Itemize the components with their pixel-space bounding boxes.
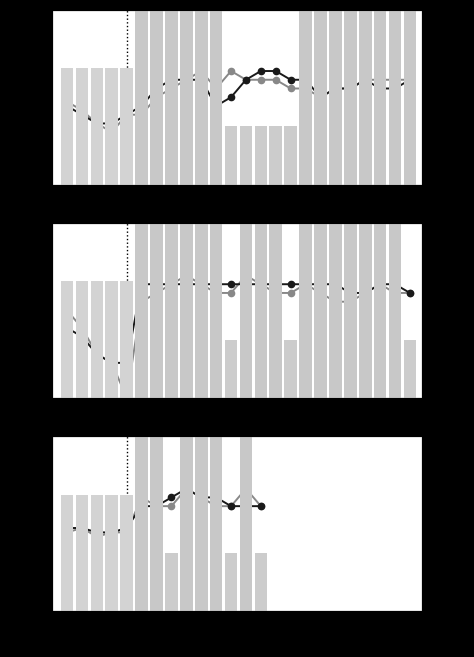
Bar [210, 10, 222, 185]
Bar [165, 10, 178, 185]
Bar [135, 223, 148, 397]
Bar [120, 495, 133, 611]
Bar [76, 68, 88, 185]
Bar [389, 10, 401, 185]
Bar [91, 495, 103, 611]
Bar [284, 126, 297, 185]
Bar [344, 10, 356, 185]
Bar [61, 495, 73, 611]
Bar [255, 223, 267, 397]
Bar [359, 10, 372, 185]
Bar [135, 436, 148, 611]
Bar [120, 281, 133, 397]
Bar [135, 10, 148, 185]
Bar [374, 10, 386, 185]
Bar [165, 553, 178, 611]
Bar [255, 553, 267, 611]
Bar [61, 68, 73, 185]
Bar [120, 68, 133, 185]
Bar [91, 281, 103, 397]
Bar [150, 10, 163, 185]
Bar [150, 223, 163, 397]
Bar [240, 126, 252, 185]
Bar [269, 126, 282, 185]
Bar [150, 436, 163, 611]
Bar [195, 10, 208, 185]
Bar [105, 281, 118, 397]
Bar [314, 223, 327, 397]
Bar [374, 223, 386, 397]
Bar [284, 340, 297, 397]
Bar [299, 10, 312, 185]
Bar [195, 436, 208, 611]
Bar [210, 436, 222, 611]
Bar [389, 223, 401, 397]
Bar [210, 223, 222, 397]
Bar [403, 10, 416, 185]
Bar [225, 553, 237, 611]
Bar [403, 340, 416, 397]
Bar [76, 281, 88, 397]
Bar [165, 223, 178, 397]
Bar [180, 10, 192, 185]
Bar [91, 68, 103, 185]
Bar [195, 223, 208, 397]
Bar [61, 281, 73, 397]
Bar [255, 126, 267, 185]
Text: Bart: Bart [395, 405, 422, 415]
Bar [240, 436, 252, 611]
Bar [180, 223, 192, 397]
Bar [240, 223, 252, 397]
Bar [329, 223, 342, 397]
Bar [105, 68, 118, 185]
Bar [299, 223, 312, 397]
Bar [180, 436, 192, 611]
Bar [225, 340, 237, 397]
Bar [76, 495, 88, 611]
Bar [269, 223, 282, 397]
Bar [329, 10, 342, 185]
Bar [344, 223, 356, 397]
Bar [105, 495, 118, 611]
Bar [359, 223, 372, 397]
Bar [225, 126, 237, 185]
Bar [314, 10, 327, 185]
Text: Patrick: Patrick [378, 192, 422, 202]
